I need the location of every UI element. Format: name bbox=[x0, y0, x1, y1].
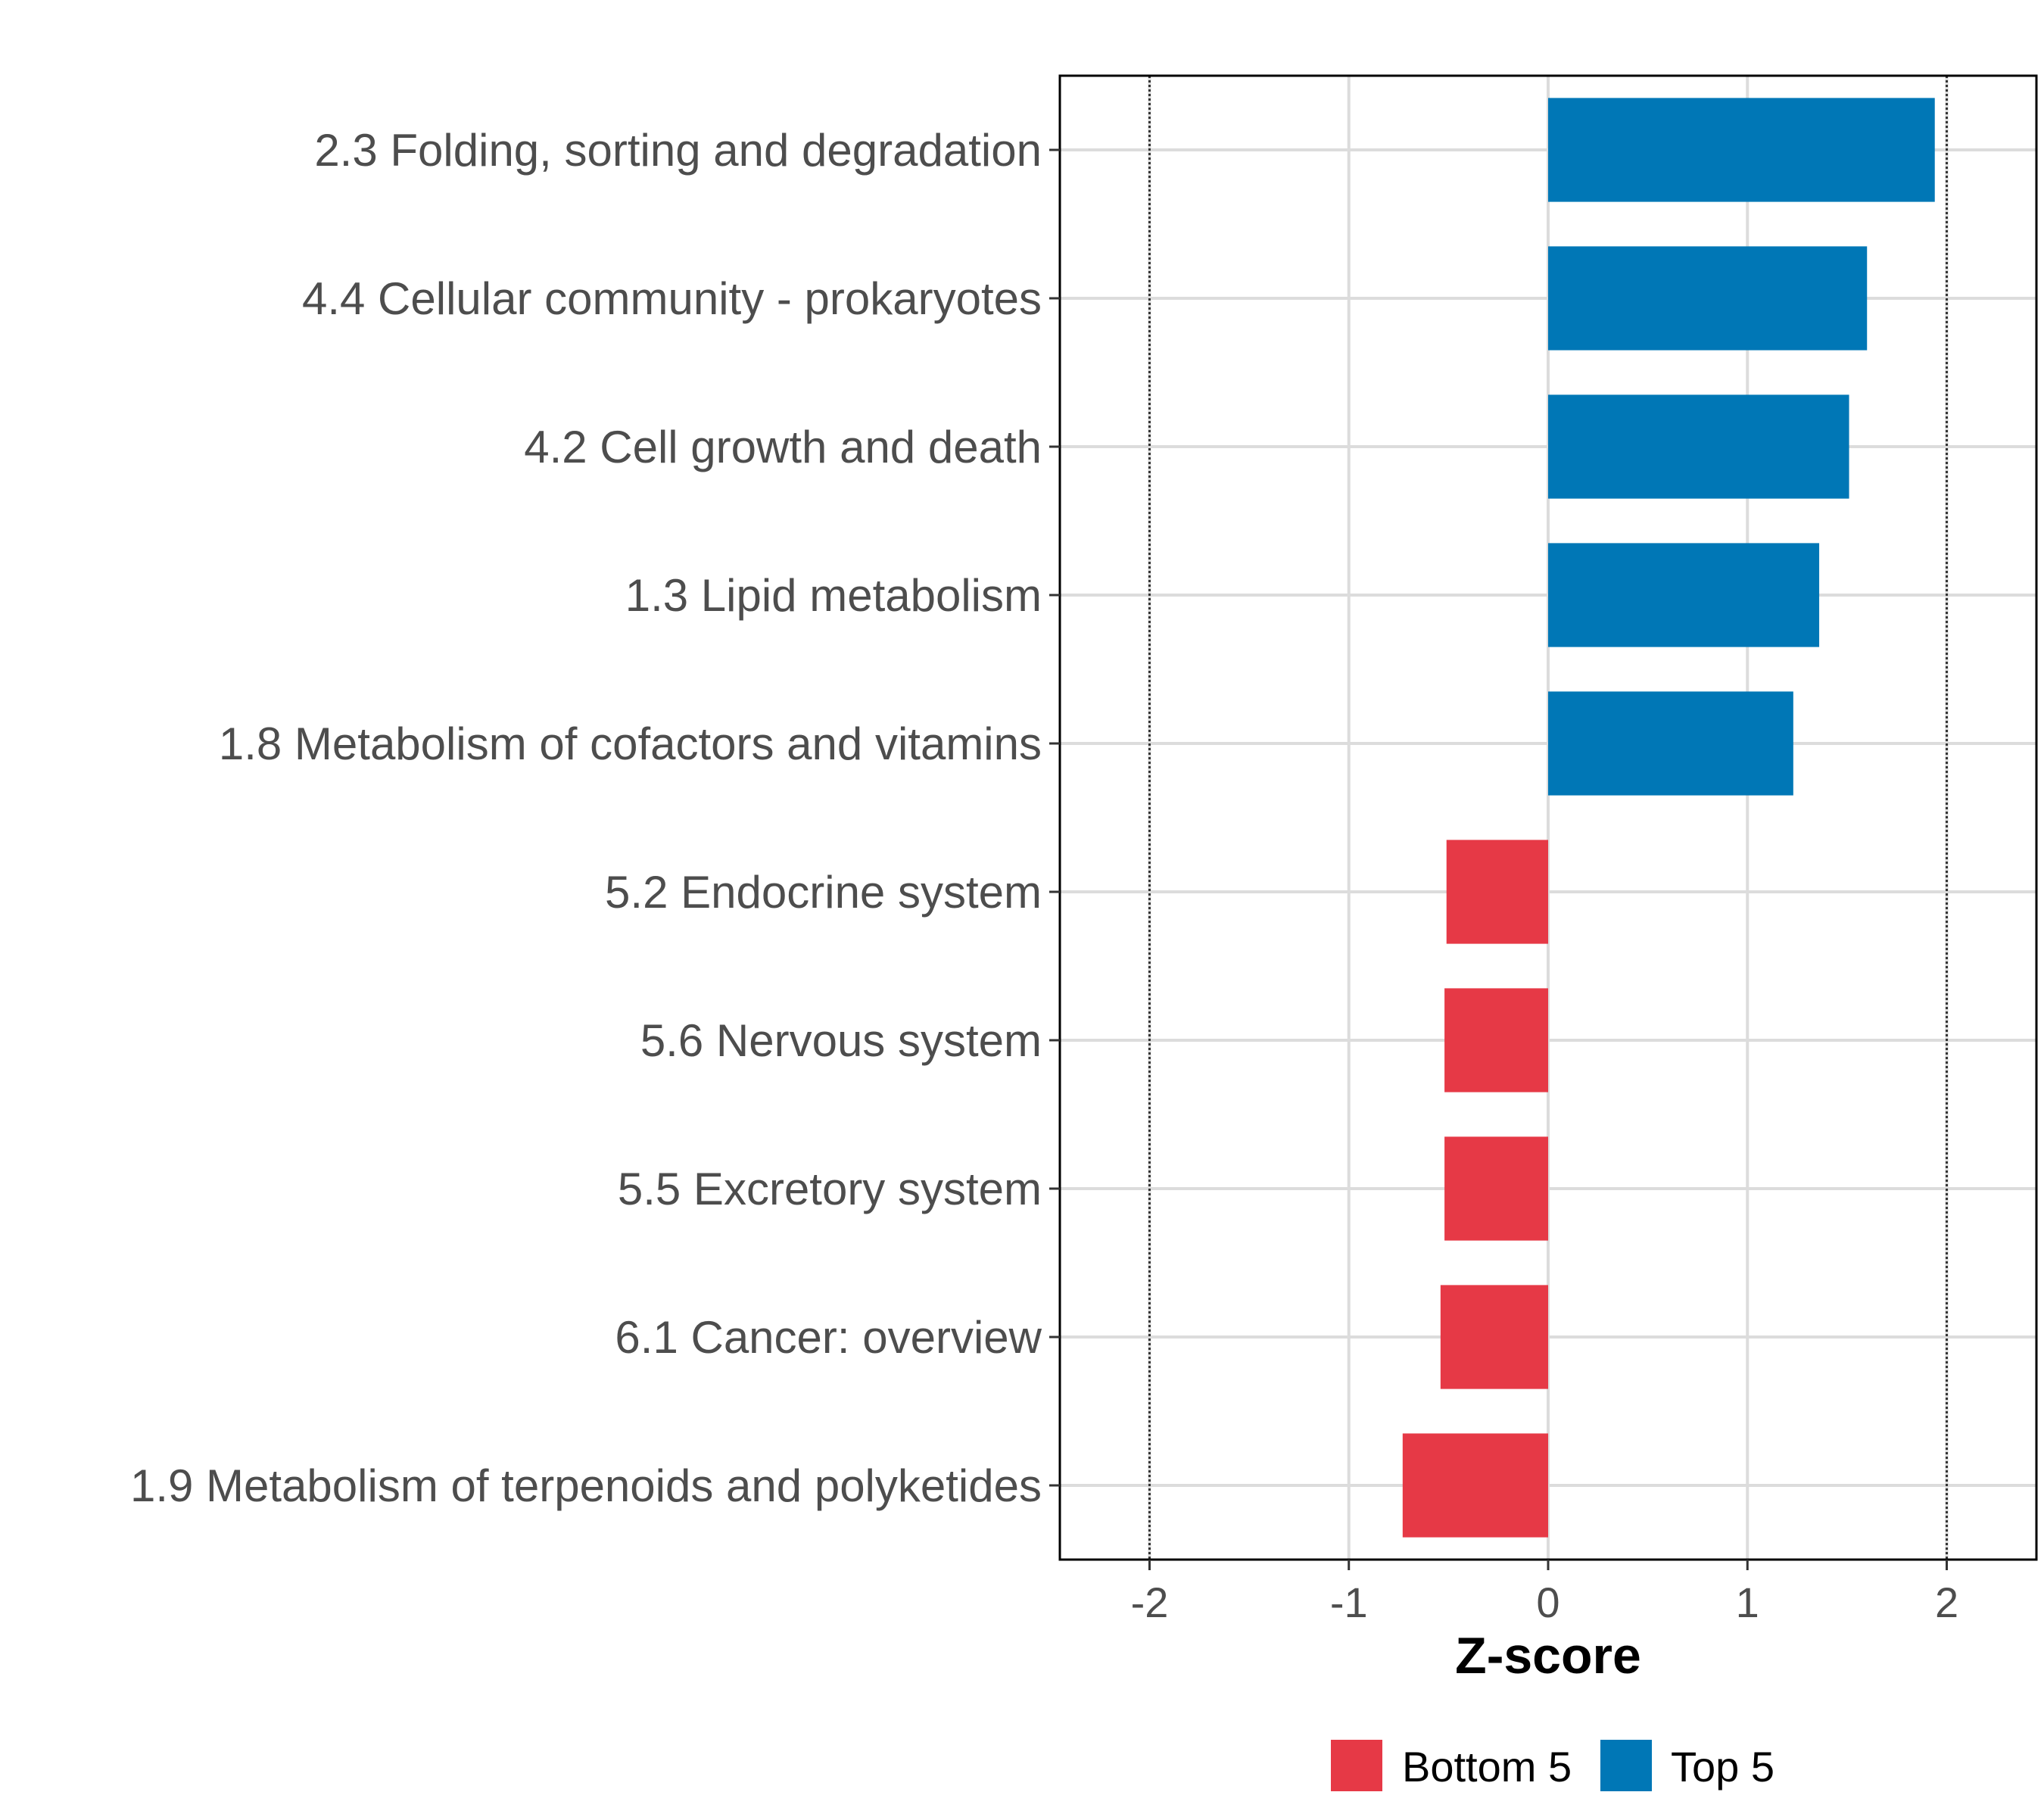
bar-6 bbox=[1444, 988, 1548, 1092]
category-label-9: 1.9 Metabolism of terpenoids and polyket… bbox=[130, 1460, 1042, 1511]
bars bbox=[1402, 98, 1935, 1538]
x-tick-label-2: 0 bbox=[1536, 1579, 1559, 1626]
category-label-4: 1.8 Metabolism of cofactors and vitamins bbox=[219, 718, 1042, 769]
x-tick-label-3: 1 bbox=[1736, 1579, 1759, 1626]
bar-4 bbox=[1548, 691, 1793, 796]
legend-swatch-bottom-5 bbox=[1331, 1740, 1382, 1791]
x-axis-title: Z-score bbox=[1455, 1627, 1641, 1685]
bar-5 bbox=[1446, 840, 1548, 944]
x-tick-label-4: 2 bbox=[1935, 1579, 1958, 1626]
legend: Bottom 5 Top 5 bbox=[1331, 1740, 1774, 1791]
category-label-3: 1.3 Lipid metabolism bbox=[625, 570, 1042, 621]
legend-label-top-5: Top 5 bbox=[1671, 1743, 1774, 1791]
category-label-7: 5.5 Excretory system bbox=[618, 1164, 1042, 1214]
bar-9 bbox=[1402, 1433, 1548, 1538]
category-label-1: 4.4 Cellular community - prokaryotes bbox=[302, 273, 1042, 324]
category-label-5: 5.2 Endocrine system bbox=[605, 867, 1042, 918]
bar-8 bbox=[1440, 1285, 1548, 1389]
category-label-6: 5.6 Nervous system bbox=[640, 1015, 1042, 1066]
category-label-0: 2.3 Folding, sorting and degradation bbox=[314, 125, 1042, 176]
legend-swatch-top-5 bbox=[1600, 1740, 1652, 1791]
reference-lines bbox=[1148, 76, 1949, 1560]
category-label-8: 6.1 Cancer: overview bbox=[615, 1312, 1042, 1363]
category-axis: 2.3 Folding, sorting and degradation 4.4 … bbox=[130, 125, 1060, 1511]
x-tick-label-0: -2 bbox=[1131, 1579, 1169, 1626]
x-tick-label-1: -1 bbox=[1330, 1579, 1368, 1626]
bar-7 bbox=[1444, 1136, 1548, 1241]
bar-2 bbox=[1548, 394, 1849, 499]
bar-3 bbox=[1548, 543, 1820, 647]
category-label-2: 4.2 Cell growth and death bbox=[524, 422, 1042, 472]
legend-label-bottom-5: Bottom 5 bbox=[1402, 1743, 1572, 1791]
bar-1 bbox=[1548, 246, 1868, 351]
x-axis: -2 -1 0 1 2 bbox=[1131, 1560, 1958, 1626]
bar-0 bbox=[1548, 98, 1935, 202]
